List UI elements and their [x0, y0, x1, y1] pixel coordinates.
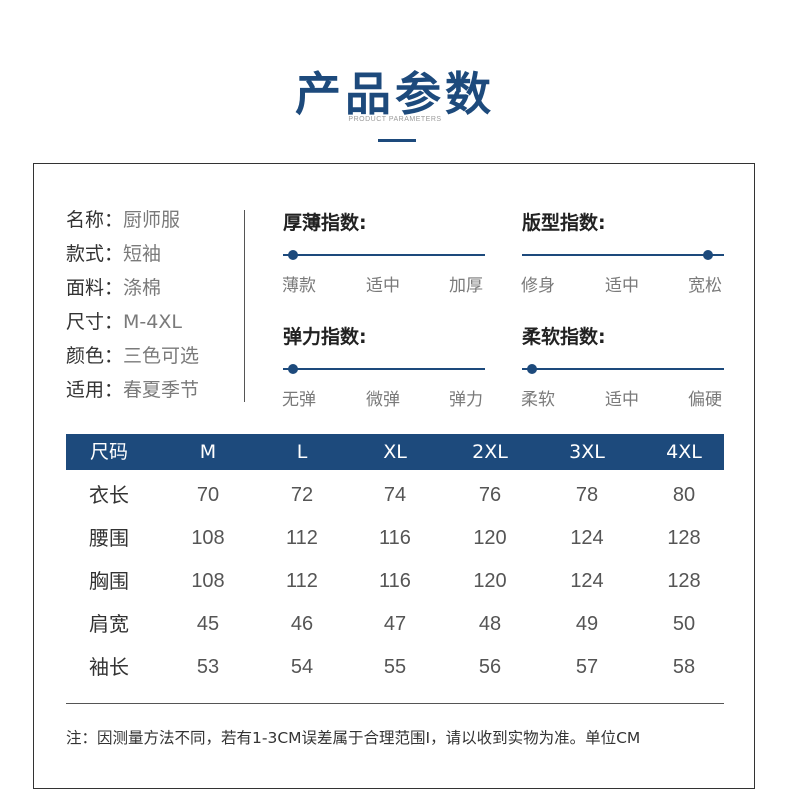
table-cell: 116 — [379, 570, 411, 592]
table-cell: 47 — [383, 613, 407, 635]
header-size-3xl: 3XL — [569, 441, 605, 463]
params-frame — [33, 163, 755, 789]
info-label: 颜色： — [66, 345, 124, 367]
table-cell: 108 — [191, 570, 225, 592]
info-label: 名称： — [66, 209, 124, 231]
table-cell: 54 — [290, 656, 314, 678]
index-label: 弹力指数: — [283, 326, 367, 348]
header-size-xl: XL — [383, 441, 407, 463]
table-cell: 80 — [672, 484, 696, 506]
index-tick-label: 适中 — [366, 276, 400, 296]
info-item-color: 颜色：三色可选 — [66, 347, 199, 366]
header-size-label: 尺码 — [89, 441, 128, 463]
info-item-season: 适用：春夏季节 — [66, 381, 199, 400]
info-value: M-4XL — [123, 311, 182, 333]
table-cell: 57 — [575, 656, 599, 678]
table-bottom-rule — [66, 703, 724, 704]
index-tick-label: 适中 — [605, 390, 639, 410]
table-cell: 116 — [379, 527, 411, 549]
table-cell: 55 — [383, 656, 407, 678]
index-tick-label: 无弹 — [282, 390, 316, 410]
size-table-header — [66, 434, 724, 470]
info-value: 涤棉 — [123, 277, 162, 299]
table-cell: 124 — [570, 527, 604, 549]
info-item-fabric: 面料：涤棉 — [66, 279, 161, 298]
table-cell: 70 — [196, 484, 220, 506]
row-label: 袖长 — [89, 655, 129, 679]
index-tick-label: 柔软 — [521, 390, 555, 410]
info-item-name: 名称：厨师服 — [66, 211, 180, 230]
info-label: 款式： — [66, 243, 124, 265]
table-cell: 128 — [667, 527, 701, 549]
info-item-style: 款式：短袖 — [66, 245, 161, 264]
page-title: 产品参数 — [295, 67, 495, 121]
table-cell: 46 — [290, 613, 314, 635]
table-cell: 120 — [473, 527, 507, 549]
index-tick-label: 偏硬 — [688, 390, 722, 410]
index-track — [283, 368, 485, 370]
index-tick-label: 适中 — [605, 276, 639, 296]
table-cell: 124 — [570, 570, 604, 592]
page-subtitle: PRODUCT PARAMETERS — [348, 116, 442, 123]
index-track — [283, 254, 485, 256]
table-cell: 112 — [286, 527, 318, 549]
row-label: 腰围 — [89, 526, 129, 550]
index-marker — [288, 364, 299, 374]
table-cell: 56 — [478, 656, 502, 678]
index-marker — [702, 250, 713, 260]
index-tick-label: 薄款 — [282, 276, 316, 296]
info-label: 尺寸： — [66, 311, 124, 333]
index-tick-label: 修身 — [521, 276, 555, 296]
table-cell: 53 — [196, 656, 220, 678]
table-cell: 49 — [575, 613, 599, 635]
index-tick-label: 弹力 — [449, 390, 483, 410]
index-tick-label: 加厚 — [449, 276, 483, 296]
table-cell: 112 — [286, 570, 318, 592]
table-cell: 108 — [191, 527, 225, 549]
info-label: 适用： — [66, 379, 124, 401]
row-label: 胸围 — [89, 569, 129, 593]
table-cell: 58 — [672, 656, 696, 678]
table-cell: 76 — [478, 484, 502, 506]
table-cell: 50 — [672, 613, 696, 635]
header-size-2xl: 2XL — [472, 441, 508, 463]
row-label: 衣长 — [89, 483, 129, 507]
table-cell: 78 — [575, 484, 599, 506]
index-marker — [288, 250, 299, 260]
index-marker — [527, 364, 538, 374]
info-value: 春夏季节 — [123, 379, 200, 401]
index-label: 版型指数: — [522, 212, 606, 234]
table-cell: 74 — [383, 484, 407, 506]
index-label: 柔软指数: — [522, 326, 606, 348]
row-label: 肩宽 — [89, 612, 129, 636]
index-tick-label: 微弹 — [366, 390, 400, 410]
info-value: 三色可选 — [123, 345, 200, 367]
index-track — [522, 254, 724, 256]
info-value: 厨师服 — [123, 209, 181, 231]
info-divider — [244, 210, 245, 402]
table-cell: 128 — [667, 570, 701, 592]
header-size-l: L — [296, 441, 308, 463]
header-size-4xl: 4XL — [666, 441, 702, 463]
table-cell: 72 — [290, 484, 314, 506]
index-tick-label: 宽松 — [688, 276, 722, 296]
info-value: 短袖 — [123, 243, 162, 265]
title-underline — [378, 139, 416, 142]
measurement-note: 注：因测量方法不同，若有1-3CM误差属于合理范围I，请以收到实物为准。单位CM — [66, 729, 641, 747]
table-cell: 120 — [473, 570, 507, 592]
info-item-size: 尺寸：M-4XL — [66, 313, 182, 332]
info-label: 面料： — [66, 277, 124, 299]
table-cell: 45 — [196, 613, 220, 635]
header-size-m: M — [199, 441, 217, 463]
table-cell: 48 — [478, 613, 502, 635]
index-label: 厚薄指数: — [283, 212, 367, 234]
index-track — [522, 368, 724, 370]
